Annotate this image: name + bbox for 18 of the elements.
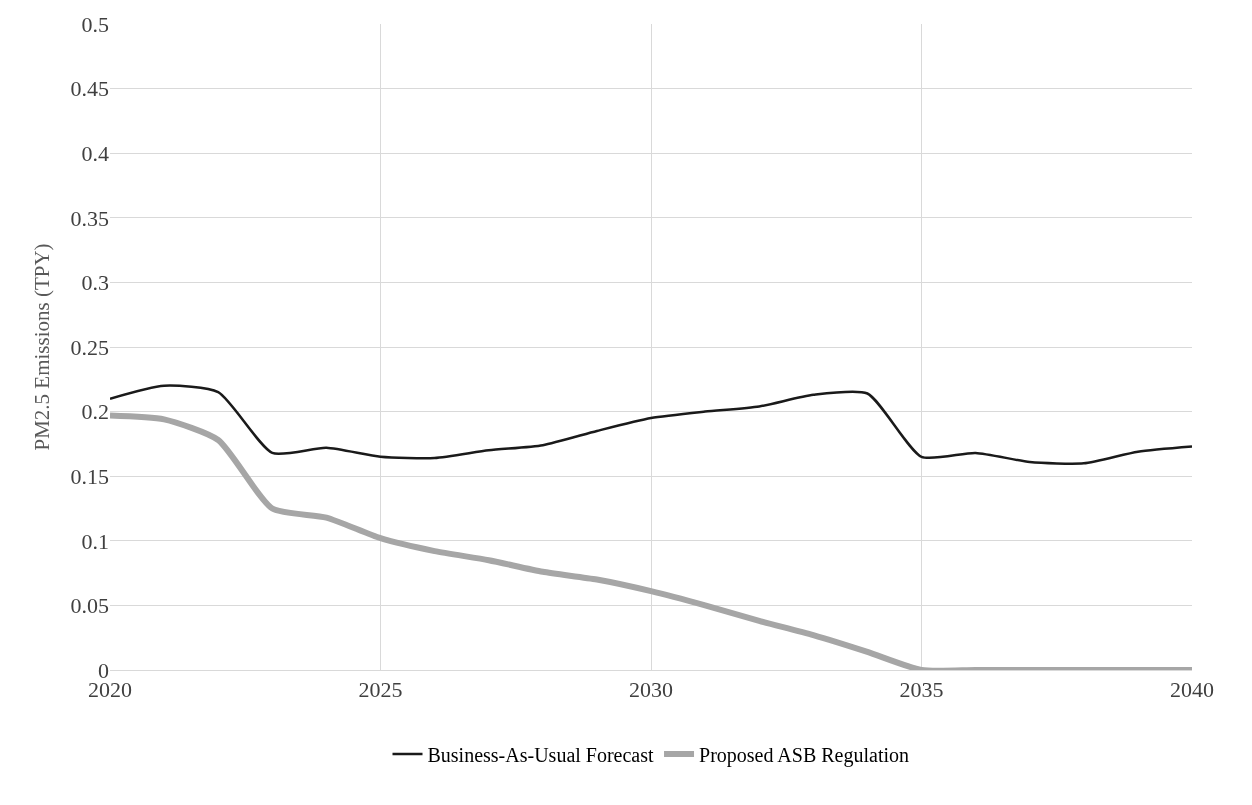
y-tick-label: 0.05 bbox=[70, 593, 109, 619]
x-tick-label: 2030 bbox=[629, 677, 673, 703]
y-tick-label: 0.45 bbox=[70, 76, 109, 102]
y-tick-label: 0.25 bbox=[70, 334, 109, 360]
y-tick-label: 0.2 bbox=[81, 399, 109, 425]
x-tick-label: 2025 bbox=[358, 677, 403, 703]
y-tick-label: 0.15 bbox=[70, 463, 109, 489]
legend-label: Proposed ASB Regulation bbox=[699, 743, 910, 767]
x-tick-label: 2035 bbox=[899, 677, 944, 703]
y-tick-label: 0.5 bbox=[81, 11, 109, 37]
line-series bbox=[110, 384, 1192, 465]
y-tick-label: 0.35 bbox=[70, 205, 109, 231]
y-axis-title: PM2.5 Emissions (TPY) bbox=[29, 243, 54, 451]
y-tick-label: 0.3 bbox=[81, 270, 109, 296]
legend-label: Business-As-Usual Forecast bbox=[427, 743, 655, 766]
y-tick-label: 0.1 bbox=[81, 528, 109, 554]
x-tick-label: 2040 bbox=[1170, 677, 1214, 703]
y-tick-label: 0.4 bbox=[81, 140, 109, 166]
